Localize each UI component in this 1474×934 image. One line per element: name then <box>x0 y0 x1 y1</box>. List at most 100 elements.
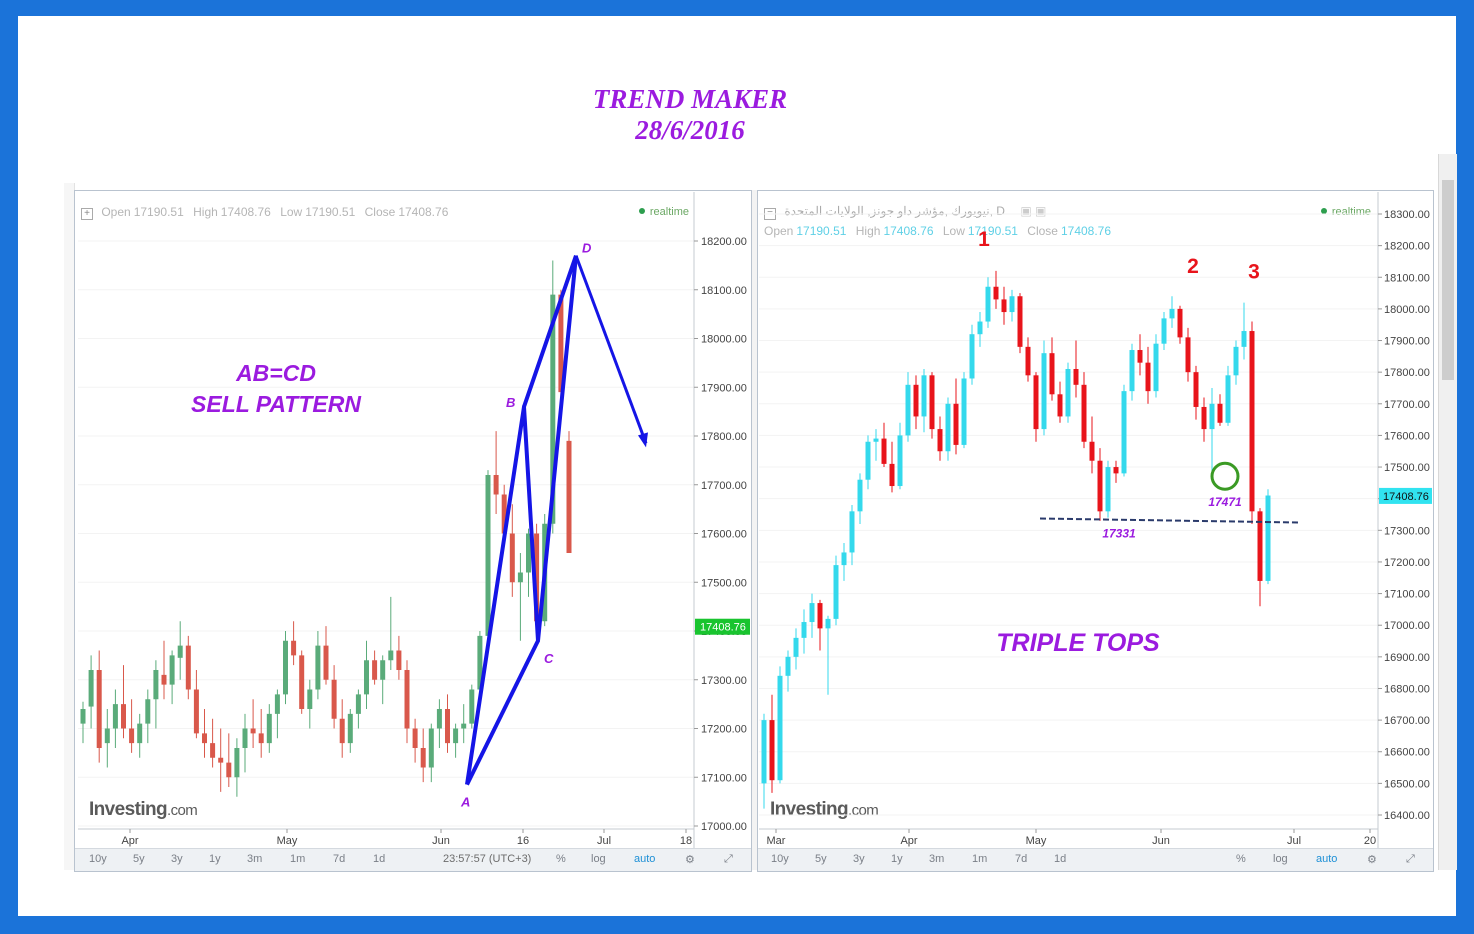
percent-button[interactable]: % <box>1236 853 1246 865</box>
left-x-tick-label: 18 <box>680 835 692 847</box>
candle-body <box>865 441 871 480</box>
candle-body <box>226 762 232 778</box>
candle-body <box>1185 337 1191 373</box>
left-price-tag-bg <box>695 618 750 635</box>
auto-button[interactable]: auto <box>634 853 656 865</box>
fullscreen-icon[interactable]: ⤢ <box>1406 853 1415 865</box>
range-1d-button[interactable]: 1d <box>373 853 386 865</box>
candle-body <box>1097 460 1103 512</box>
range-5y-button[interactable]: 5y <box>815 853 827 865</box>
low-circle-marker <box>1210 461 1240 491</box>
candle-body <box>193 689 199 734</box>
range-1y-button[interactable]: 1y <box>891 853 903 865</box>
right-y-tick-label: 16400.00 <box>1384 810 1430 822</box>
candle-body <box>404 670 410 729</box>
candle-body <box>234 748 240 778</box>
range-10y-button[interactable]: 10y <box>89 853 107 865</box>
candle-body <box>177 645 183 658</box>
candle-body <box>129 728 135 744</box>
circle-value-label: 17471 <box>1208 495 1242 509</box>
right-y-tick-label: 17000.00 <box>1384 620 1430 632</box>
gear-icon[interactable]: ⚙ <box>685 854 695 866</box>
candle-body <box>299 655 305 709</box>
left-x-tick-label: Jun <box>432 835 450 847</box>
range-7d-button[interactable]: 7d <box>333 853 346 865</box>
candle-body <box>445 709 450 744</box>
range-1y-button[interactable]: 1y <box>209 853 221 865</box>
range-5y-button[interactable]: 5y <box>133 853 145 865</box>
range-1m-button[interactable]: 1m <box>972 853 988 865</box>
scrollbar-thumb[interactable] <box>1442 180 1454 380</box>
candle-body <box>1193 372 1199 407</box>
clock-readout: 23:57:57 (UTC+3) <box>443 853 532 865</box>
candle-body <box>1209 403 1215 430</box>
title-line-2: 28/6/2016 <box>635 115 745 145</box>
candle-body <box>985 286 991 322</box>
fullscreen-icon[interactable]: ⤢ <box>724 853 733 865</box>
range-1d-button[interactable]: 1d <box>1054 853 1067 865</box>
candle-body <box>396 650 402 670</box>
auto-button[interactable]: auto <box>1316 853 1338 865</box>
right-y-tick-label: 16800.00 <box>1384 683 1430 695</box>
range-3m-button[interactable]: 3m <box>929 853 945 865</box>
left-chart-panel: + Open 17190.51 High 17408.76 Low 17190.51 … <box>74 190 752 872</box>
candle-body <box>153 670 159 700</box>
log-button[interactable]: log <box>1273 853 1288 865</box>
right-candles <box>761 270 1271 809</box>
right-y-tick-label: 18300.00 <box>1384 209 1430 221</box>
range-1m-button[interactable]: 1m <box>290 853 306 865</box>
left-price-tag: 17408.76 <box>700 622 746 634</box>
gear-icon[interactable]: ⚙ <box>1367 854 1377 866</box>
log-button[interactable]: log <box>591 853 606 865</box>
right-price-tag: 17408.76 <box>1383 491 1429 503</box>
page-title: TREND MAKER 28/6/2016 <box>560 84 820 146</box>
range-10y-button[interactable]: 10y <box>771 853 789 865</box>
left-x-axis: Apr May Jun 16 Jul 18 <box>78 828 694 847</box>
top-number-label: 3 <box>1248 261 1260 284</box>
candle-body <box>1153 343 1159 392</box>
candle-body <box>1081 384 1087 442</box>
candle-body <box>266 713 272 744</box>
candle-body <box>1241 331 1247 347</box>
right-y-tick-label: 16600.00 <box>1384 747 1430 759</box>
support-line <box>1039 517 1301 524</box>
candle-body <box>961 378 967 445</box>
right-x-tick-label: Apr <box>900 835 917 847</box>
left-y-tick-label: 17500.00 <box>701 577 747 589</box>
range-3y-button[interactable]: 3y <box>171 853 183 865</box>
candle-body <box>185 645 191 690</box>
left-y-tick-label: 17300.00 <box>701 675 747 687</box>
point-label-b: B <box>506 395 515 410</box>
candle-body <box>1217 403 1223 423</box>
high-label: High <box>193 205 218 219</box>
collapse-icon[interactable]: + <box>81 208 93 220</box>
range-3y-button[interactable]: 3y <box>853 853 865 865</box>
candle-body <box>339 718 345 744</box>
candle-body <box>1065 368 1071 417</box>
candle-body <box>453 728 459 744</box>
percent-button[interactable]: % <box>556 853 566 865</box>
page-scrollbar[interactable] <box>1438 154 1457 870</box>
right-y-tick-label: 17200.00 <box>1384 557 1430 569</box>
candle-body <box>1049 353 1055 395</box>
candle-body <box>137 723 143 744</box>
candle-body <box>1161 318 1167 344</box>
right-ohlc-header: Open 17190.51 High 17408.76 Low 17190.51 Cl… <box>764 224 1117 238</box>
open-label: Open <box>101 205 131 219</box>
realtime-indicator: realtime <box>639 206 689 218</box>
candle-body <box>937 429 943 452</box>
point-label-d: D <box>582 241 592 256</box>
candle-body <box>420 748 426 768</box>
candle-body <box>258 733 264 744</box>
range-7d-button[interactable]: 7d <box>1015 853 1028 865</box>
open-label: Open <box>764 224 794 238</box>
candle-body <box>785 656 791 676</box>
logo-suffix: .com <box>167 802 198 819</box>
right-y-tick-label: 16900.00 <box>1384 652 1430 664</box>
candle-body <box>88 670 94 707</box>
range-3m-button[interactable]: 3m <box>247 853 263 865</box>
candle-body <box>145 699 151 724</box>
right-x-tick-label: May <box>1026 835 1047 847</box>
left-y-tick-label: 18200.00 <box>701 236 747 248</box>
candle-body <box>509 533 515 583</box>
